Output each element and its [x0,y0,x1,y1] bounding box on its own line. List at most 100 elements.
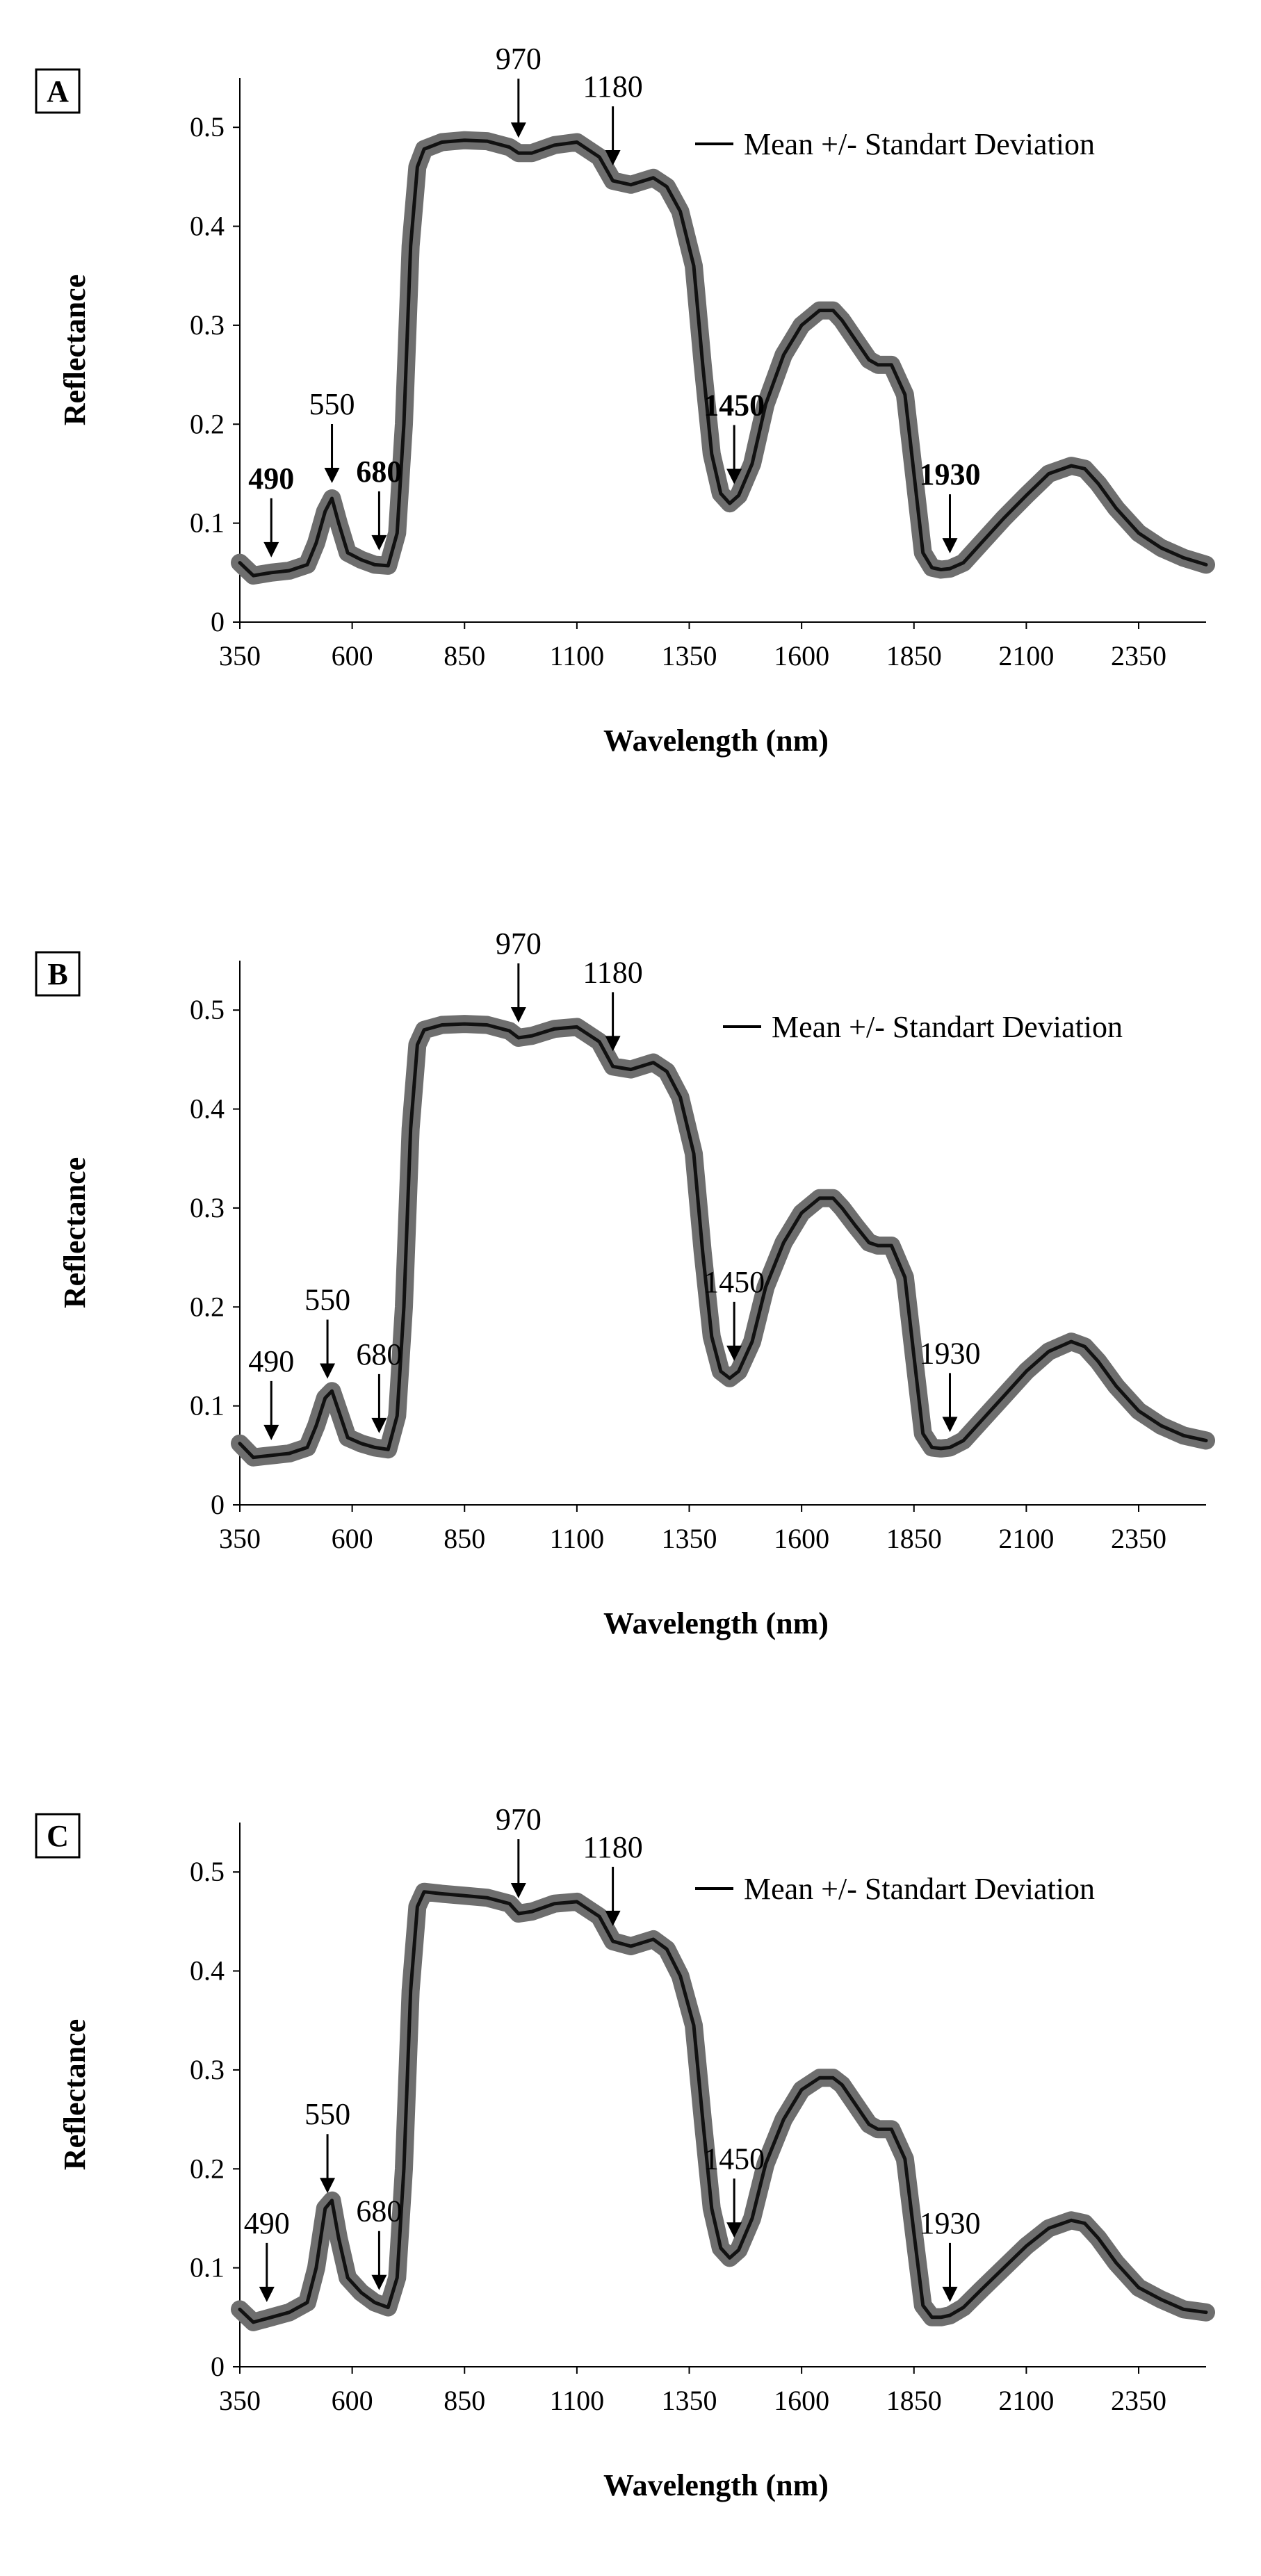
y-tick-label: 0.1 [190,2252,225,2283]
y-tick-label: 0.5 [190,111,225,142]
chart-panel-b: 0 0.1 0.2 0.3 0.4 0.5 350 600 850 1100 1350 1600 185… [35,927,1215,1640]
legend-label: Mean +/- Standart Deviation [744,127,1095,161]
y-axis-title: Reflectance [58,2019,92,2170]
annotation-arrow-head [510,1007,526,1023]
annotation-label: 490 [248,462,294,496]
y-tick-label: 0.2 [190,1291,225,1322]
std-deviation-band [231,131,1215,585]
x-tick-label: 1350 [662,1523,717,1554]
annotation-arrow-head [942,2286,958,2302]
annotation-label: 550 [304,1283,350,1317]
annotation-arrow-head [320,1363,336,1379]
annotation-label: 490 [248,1344,294,1378]
x-tick-label: 600 [332,640,373,671]
x-tick-label: 350 [219,2385,261,2416]
x-tick-label: 1100 [550,2385,605,2416]
annotation-label: 1930 [919,2206,980,2240]
panel-label-box [35,1813,81,1859]
annotation-arrow-head [605,1910,621,1926]
annotation-label: 680 [356,2194,402,2228]
x-tick-label: 600 [332,1523,373,1554]
y-tick-label: 0.5 [190,1856,225,1887]
panel-label-box [35,68,81,114]
annotation-arrow-head [263,541,279,557]
annotation-arrow-head [510,122,526,138]
x-tick-label: 600 [332,2385,373,2416]
annotation-label: 1180 [583,1830,642,1864]
y-tick-label: 0 [211,606,225,637]
std-deviation-band [231,1015,1215,1467]
x-tick-label: 350 [219,640,261,671]
y-tick-label: 0.4 [190,1955,225,1987]
annotation-label: 680 [356,1337,402,1371]
annotation-arrow-head [942,538,958,554]
annotation-label: 1930 [919,1336,980,1370]
x-tick-label: 1100 [550,640,605,671]
annotation-arrow-head [324,468,340,484]
annotation-label: 1180 [583,955,642,989]
x-tick-label: 2100 [998,1523,1054,1554]
annotation-label: 1450 [703,1265,765,1299]
x-tick-label: 1850 [886,2385,942,2416]
mean-line [238,138,1208,578]
annotation-arrow-head [371,535,387,551]
annotation-arrow-head [263,1424,279,1440]
x-tick-label: 2350 [1111,2385,1166,2416]
x-tick-label: 1600 [774,1523,829,1554]
annotation-arrow-head [320,2178,336,2194]
annotation-arrow-head [605,1036,621,1052]
annotation-arrow-head [726,2222,742,2238]
legend-label: Mean +/- Standart Deviation [772,1010,1123,1044]
mean-line [238,1022,1208,1460]
annotation-arrow-head [726,468,742,484]
x-tick-label: 850 [444,1523,485,1554]
annotation-label: 550 [309,387,355,421]
annotation-arrow-head [371,1417,387,1433]
x-tick-label: 2350 [1111,640,1166,671]
annotation-arrow-head [942,1417,958,1433]
x-tick-label: 1600 [774,2385,829,2416]
legend-label: Mean +/- Standart Deviation [744,1872,1095,1906]
annotation-arrow-head [510,1882,526,1898]
x-tick-label: 1850 [886,640,942,671]
x-tick-label: 1350 [662,640,717,671]
x-tick-label: 1100 [550,1523,605,1554]
x-tick-label: 1600 [774,640,829,671]
annotation-label: 970 [496,42,542,76]
y-tick-label: 0.2 [190,2153,225,2184]
y-tick-label: 0 [211,2351,225,2382]
x-tick-label: 1850 [886,1523,942,1554]
y-tick-label: 0.3 [190,309,225,341]
y-tick-label: 0.4 [190,211,225,242]
chart-panel-c: 0 0.1 0.2 0.3 0.4 0.5 350 600 850 1100 1350 1600 185… [35,1802,1215,2502]
x-tick-label: 2100 [998,2385,1054,2416]
annotation-arrow-head [259,2286,275,2302]
annotation-label: 1450 [703,2142,765,2176]
annotation-arrow-head [605,150,621,166]
annotation-label: 550 [304,2097,350,2131]
annotation-label: 1180 [583,70,642,104]
annotation-label: 1450 [703,388,765,422]
annotation-label: 970 [496,927,542,961]
panel-label: B [47,957,67,991]
chart-panel-a: 0 0.1 0.2 0.3 0.4 0.5 350 600 850 1100 1350 1600 185… [35,42,1215,758]
annotation-arrow-head [371,2274,387,2290]
x-tick-label: 350 [219,1523,261,1554]
x-tick-label: 2350 [1111,1523,1166,1554]
y-tick-label: 0.3 [190,2054,225,2085]
panel-label-box [35,951,81,997]
annotation-label: 680 [356,455,402,489]
x-tick-label: 2100 [998,640,1054,671]
std-deviation-band [231,1882,1215,2331]
panel-label: C [47,1819,69,1853]
y-axis-title: Reflectance [58,275,92,425]
x-axis-title: Wavelength (nm) [603,1606,829,1640]
annotation-arrow-head [726,1345,742,1361]
x-axis-title: Wavelength (nm) [603,724,829,758]
x-tick-label: 850 [444,2385,485,2416]
annotation-label: 490 [244,2206,290,2240]
annotation-label: 1930 [919,457,980,491]
y-tick-label: 0 [211,1489,225,1520]
y-tick-label: 0.1 [190,1390,225,1421]
